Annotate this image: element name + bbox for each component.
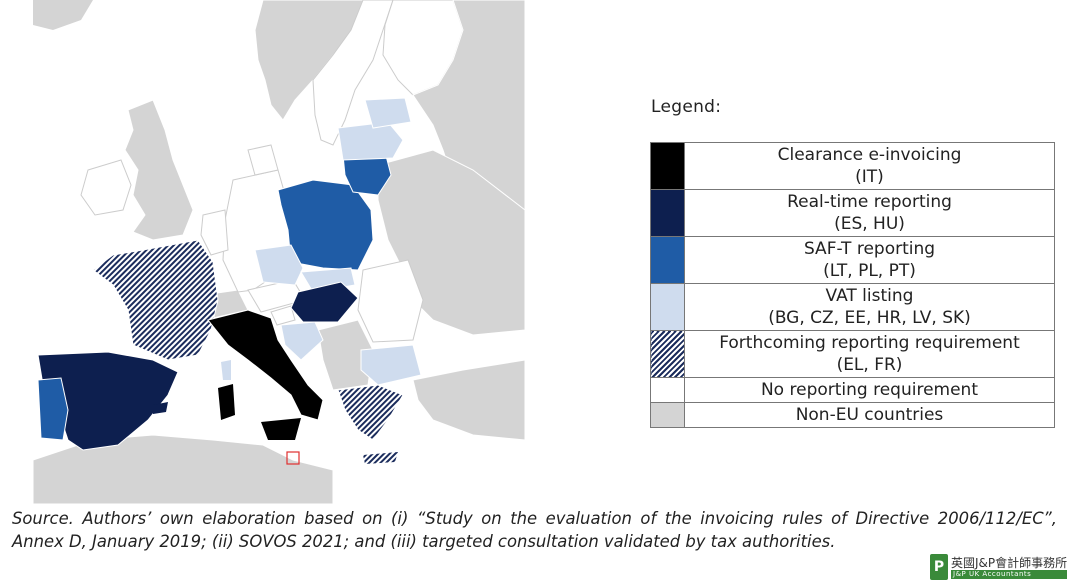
logo-mark: P xyxy=(930,554,948,580)
legend-label-clearance: Clearance e-invoicing xyxy=(777,145,962,165)
balearic-islands xyxy=(153,402,168,414)
romania xyxy=(357,259,424,343)
uk-non-eu xyxy=(124,99,194,241)
malta-marker xyxy=(286,451,300,465)
legend-row-non-eu: Non-EU countries xyxy=(650,402,1055,428)
czechia xyxy=(254,244,304,286)
croatia xyxy=(280,321,324,361)
benelux xyxy=(200,209,229,256)
sicily xyxy=(261,418,301,440)
portugal xyxy=(37,377,69,441)
poland xyxy=(277,179,374,271)
slovenia xyxy=(270,305,296,326)
swatch-non-eu xyxy=(650,402,685,428)
legend-label-vat-listing: VAT listing xyxy=(825,286,914,306)
ireland xyxy=(80,159,132,216)
sardinia xyxy=(218,384,235,420)
crete xyxy=(363,452,398,464)
swatch-clearance xyxy=(650,142,685,190)
france xyxy=(92,239,219,361)
legend-label-no-requirement: No reporting requirement xyxy=(760,380,979,400)
legend-countries-clearance: (IT) xyxy=(855,167,884,187)
map-canvas xyxy=(33,0,525,504)
legend-row-saft: SAF-T reporting (LT, PL, PT) xyxy=(650,236,1055,284)
swatch-no-requirement xyxy=(650,377,685,403)
logo-name: 英國J&P會計師事務所 xyxy=(951,555,1068,570)
sweden xyxy=(312,0,394,146)
source-note: Source. Authors’ own elaboration based o… xyxy=(12,509,1057,551)
legend-countries-forthcoming: (EL, FR) xyxy=(836,355,903,375)
logo-tagline: J&P UK Accountants xyxy=(951,569,1068,579)
denmark xyxy=(247,144,279,176)
corsica xyxy=(221,360,231,380)
legend-row-realtime: Real-time reporting (ES, HU) xyxy=(650,189,1055,237)
hungary xyxy=(290,281,359,323)
legend-table: Clearance e-invoicing (IT) Real-time rep… xyxy=(650,142,1055,428)
legend-title: Legend: xyxy=(651,97,722,117)
europe-map xyxy=(33,0,525,504)
bulgaria xyxy=(360,344,422,386)
legend-label-non-eu: Non-EU countries xyxy=(795,405,944,425)
swatch-realtime xyxy=(650,189,685,237)
legend-countries-vat-listing: (BG, CZ, EE, HR, LV, SK) xyxy=(768,308,971,328)
legend-row-no-requirement: No reporting requirement xyxy=(650,377,1055,403)
balkans-turkey-non-eu xyxy=(412,359,525,441)
swatch-vat-listing xyxy=(650,283,685,331)
legend-label-realtime: Real-time reporting xyxy=(787,192,952,212)
swatch-saft xyxy=(650,236,685,284)
legend-row-forthcoming: Forthcoming reporting requirement (EL, F… xyxy=(650,330,1055,378)
swatch-forthcoming xyxy=(650,330,685,378)
latvia xyxy=(337,121,404,161)
legend-row-clearance: Clearance e-invoicing (IT) xyxy=(650,142,1055,190)
serbia-region-non-eu xyxy=(317,319,374,391)
legend-countries-saft: (LT, PL, PT) xyxy=(823,261,916,281)
italy xyxy=(207,309,324,421)
firm-logo: P 英國J&P會計師事務所 J&P UK Accountants xyxy=(930,553,1072,581)
legend-label-saft: SAF-T reporting xyxy=(803,239,936,259)
legend-label-forthcoming: Forthcoming reporting requirement xyxy=(719,333,1020,353)
estonia xyxy=(364,97,412,129)
iceland-non-eu xyxy=(33,0,93,30)
legend-countries-realtime: (ES, HU) xyxy=(834,214,905,234)
greece xyxy=(337,384,404,441)
legend-row-vat-listing: VAT listing (BG, CZ, EE, HR, LV, SK) xyxy=(650,283,1055,331)
